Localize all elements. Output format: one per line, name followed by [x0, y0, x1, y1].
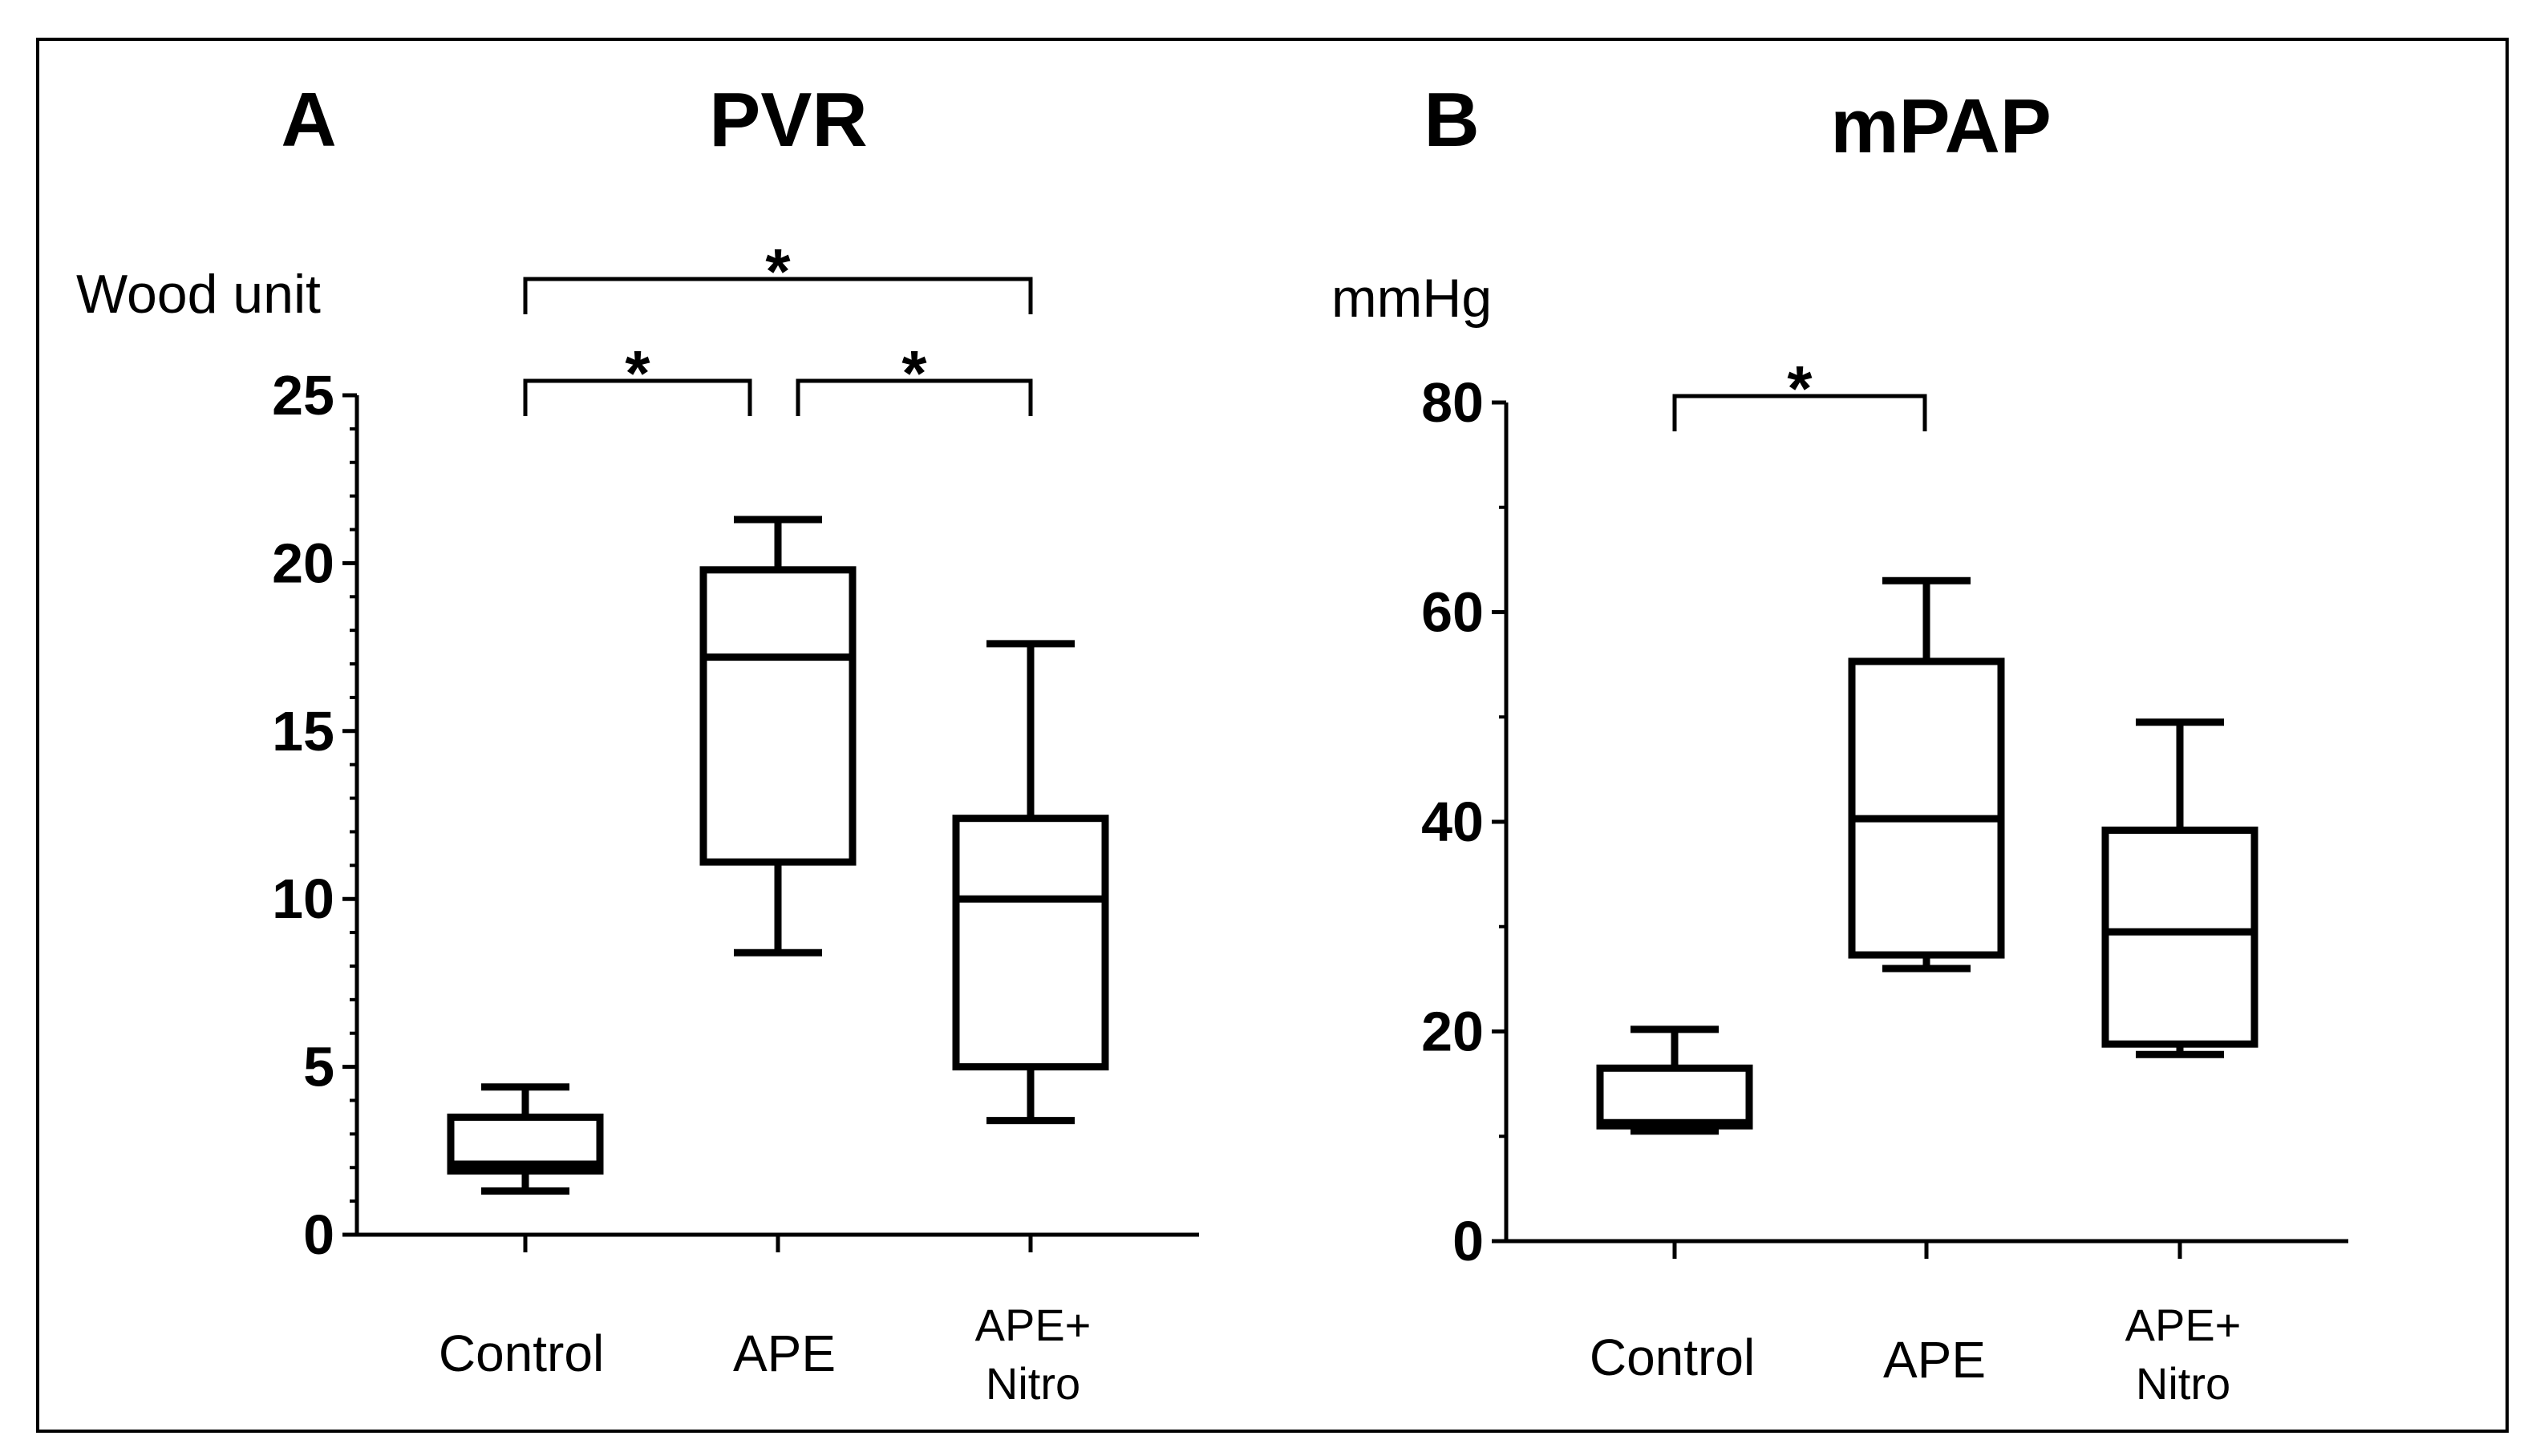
panel-a-y-tick-label: 5 — [303, 1036, 334, 1098]
panel-a-y-axis-label: Wood unit — [76, 264, 321, 325]
panel-a-box-iqr — [699, 566, 857, 866]
panel-b-significance-0: * — [1672, 353, 1927, 431]
panel-a-box-1 — [699, 516, 857, 957]
panel-a-x-label-ape: APE — [733, 1325, 836, 1382]
panel-b-y-tick-label: 0 — [1452, 1210, 1484, 1272]
panel-a-significance-bracket — [523, 277, 1033, 314]
panel-b-y-tick-label: 20 — [1421, 1001, 1484, 1063]
panel-a-y-tick-label: 25 — [272, 364, 334, 427]
panel-a-significance-star: * — [901, 338, 927, 409]
panel-a-significance-1: * — [796, 338, 1033, 416]
panel-a-y-tick-label: 20 — [272, 532, 334, 594]
panel-a-significance-bracket — [523, 378, 752, 416]
panel-b-x-label-ape-nitro-line1: APE+ — [2125, 1300, 2242, 1350]
panel-a-box-iqr — [952, 815, 1109, 1071]
panel-a-box-iqr — [447, 1113, 604, 1175]
panel-b-x-label-control: Control — [1590, 1329, 1755, 1386]
panel-b-x-label-ape-nitro-line2: Nitro — [2136, 1358, 2230, 1409]
panel-a-axes: 0 5 10 15 20 25 * * * — [272, 236, 1199, 1266]
panel-b-box-2 — [2101, 718, 2258, 1058]
panel-a-x-label-ape-nitro-line1: APE+ — [975, 1300, 1092, 1350]
panel-b-box-iqr — [2101, 826, 2258, 1048]
panel-a-y-tick-label: 10 — [272, 868, 334, 930]
panel-a-y-tick-label: 15 — [272, 700, 334, 762]
panel-a-x-labels: Control APE APE+ Nitro — [439, 1300, 1092, 1409]
panel-a-box-2 — [952, 640, 1109, 1125]
panel-a-title: PVR — [709, 77, 867, 163]
panel-b-box-1 — [1848, 576, 2005, 973]
panel-a-x-label-control: Control — [439, 1325, 604, 1382]
panel-a-x-label-ape-nitro-line2: Nitro — [986, 1358, 1080, 1409]
panel-b-x-label-ape: APE — [1883, 1331, 1986, 1389]
panel-a: A PVR Wood unit 0 5 10 15 20 25 * * * Control AP… — [76, 77, 1199, 1409]
panel-b-letter: B — [1424, 77, 1479, 163]
figure-border — [36, 38, 2509, 1433]
panel-b: B mPAP mmHg 0 20 40 60 80 * Control APE APE+ … — [1331, 77, 2348, 1409]
panel-a-significance-2: * — [523, 236, 1033, 314]
panel-b-y-tick-label: 40 — [1421, 791, 1484, 853]
panel-a-significance-bracket — [796, 378, 1033, 416]
panel-a-y-tick-label: 0 — [303, 1203, 334, 1266]
panel-b-box-iqr — [1596, 1064, 1753, 1130]
panel-b-box-0 — [1596, 1025, 1753, 1135]
panel-b-box-iqr — [1848, 657, 2005, 959]
panel-a-significance-star: * — [625, 338, 650, 409]
panel-b-axes: 0 20 40 60 80 * — [1421, 353, 2348, 1272]
panel-b-significance-star: * — [1787, 353, 1813, 424]
panel-b-title: mPAP — [1830, 83, 2052, 169]
panel-b-y-axis-label: mmHg — [1331, 268, 1492, 329]
panel-b-y-tick-label: 60 — [1421, 581, 1484, 644]
panel-a-letter: A — [281, 77, 336, 163]
panel-b-significance-bracket — [1672, 394, 1927, 431]
panel-a-box-0 — [447, 1083, 604, 1195]
panel-a-significance-0: * — [523, 338, 752, 416]
panel-a-significance-star: * — [765, 236, 791, 307]
panel-b-y-tick-label: 80 — [1421, 371, 1484, 434]
panel-b-x-labels: Control APE APE+ Nitro — [1590, 1300, 2242, 1409]
